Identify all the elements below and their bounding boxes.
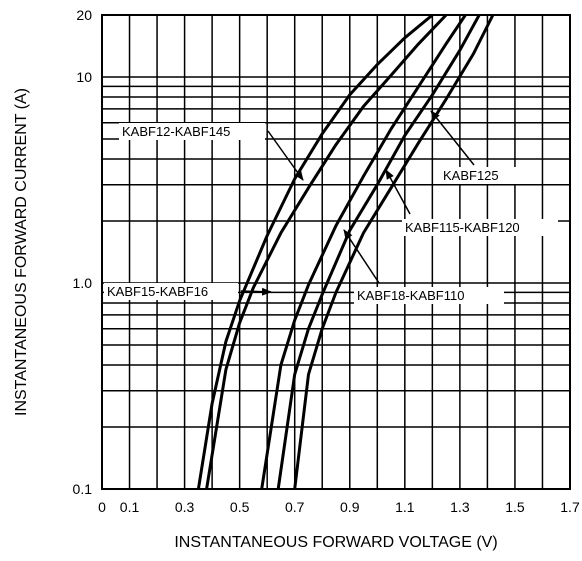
y-tick-label: 0.1 [73, 481, 93, 497]
y-tick-labels: 0.1 1.0 10 20 [73, 7, 93, 497]
grid [102, 15, 570, 489]
x-tick-label: 0.7 [285, 499, 305, 515]
x-axis-title: INSTANTANEOUS FORWARD VOLTAGE (V) [174, 534, 497, 551]
annotation-arrow [385, 169, 411, 215]
x-tick-label: 1.3 [450, 499, 470, 515]
x-tick-label: 0.1 [120, 499, 140, 515]
x-tick-label: 0.5 [230, 499, 250, 515]
x-tick-label: 0.3 [175, 499, 195, 515]
series-curve [293, 14, 495, 490]
x-tick-label: 1.7 [560, 499, 580, 515]
plot-frame [101, 14, 571, 490]
annotation-arrow [267, 130, 304, 181]
annotation-label: KABF125 [443, 168, 499, 183]
annotation-arrow [430, 110, 475, 166]
series-curve [276, 14, 481, 490]
annotation-label: KABF115-KABF120 [405, 220, 520, 235]
annotation-label: KABF18-KABF110 [357, 288, 464, 303]
annotations: KABF12-KABF145 KABF15-KABF16 KABF18-KABF11… [104, 110, 558, 304]
annotation-label-bg [354, 287, 504, 304]
series-curve [205, 13, 448, 490]
annotation-label-bg [402, 219, 558, 236]
x-tick-label: 0.9 [340, 499, 360, 515]
annotation-label: KABF12-KABF145 [122, 124, 230, 139]
annotation-label-bg [104, 283, 238, 300]
annotation-label: KABF15-KABF16 [107, 284, 208, 299]
y-tick-label: 1.0 [73, 275, 93, 291]
series-curve [260, 14, 467, 490]
y-tick-label: 10 [76, 69, 92, 85]
annotation-arrow [343, 229, 380, 284]
x-tick-label: 1.1 [395, 499, 415, 515]
annotation-label-bg [119, 123, 265, 140]
y-tick-label: 20 [76, 7, 92, 23]
x-tick-label: 1.5 [505, 499, 525, 515]
annotation-label-bg [440, 167, 524, 184]
y-axis-title: INSTANTANEOUS FORWARD CURRENT (A) [13, 88, 30, 416]
x-tick-label: 0 [98, 499, 106, 515]
annotation-arrow [240, 287, 272, 296]
series-curves [196, 13, 495, 490]
x-tick-labels: 0 0.1 0.3 0.5 0.7 0.9 1.1 1.3 1.5 1.7 [98, 499, 580, 515]
